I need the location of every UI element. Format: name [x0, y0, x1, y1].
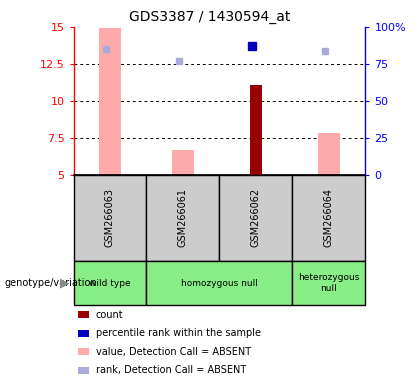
Text: percentile rank within the sample: percentile rank within the sample	[96, 328, 261, 338]
Text: genotype/variation: genotype/variation	[4, 278, 97, 288]
Text: homozygous null: homozygous null	[181, 279, 258, 288]
Text: rank, Detection Call = ABSENT: rank, Detection Call = ABSENT	[96, 365, 246, 375]
Text: value, Detection Call = ABSENT: value, Detection Call = ABSENT	[96, 347, 251, 357]
Bar	[318, 133, 340, 175]
Bar	[250, 84, 262, 175]
Bar	[74, 175, 147, 261]
Bar	[74, 261, 147, 305]
Text: GSM266061: GSM266061	[178, 189, 188, 247]
Text: GSM266062: GSM266062	[251, 189, 261, 247]
Bar	[172, 150, 194, 175]
Bar	[99, 28, 121, 175]
Text: heterozygous
null: heterozygous null	[298, 273, 360, 293]
Bar	[220, 175, 292, 261]
Text: count: count	[96, 310, 123, 320]
Text: GSM266064: GSM266064	[324, 189, 334, 247]
Bar	[147, 175, 220, 261]
Text: GSM266063: GSM266063	[105, 189, 115, 247]
Bar	[292, 261, 365, 305]
Text: wild type: wild type	[89, 279, 131, 288]
Bar	[147, 261, 292, 305]
Bar	[292, 175, 365, 261]
Text: GDS3387 / 1430594_at: GDS3387 / 1430594_at	[129, 10, 291, 23]
Text: ▶: ▶	[60, 277, 70, 290]
